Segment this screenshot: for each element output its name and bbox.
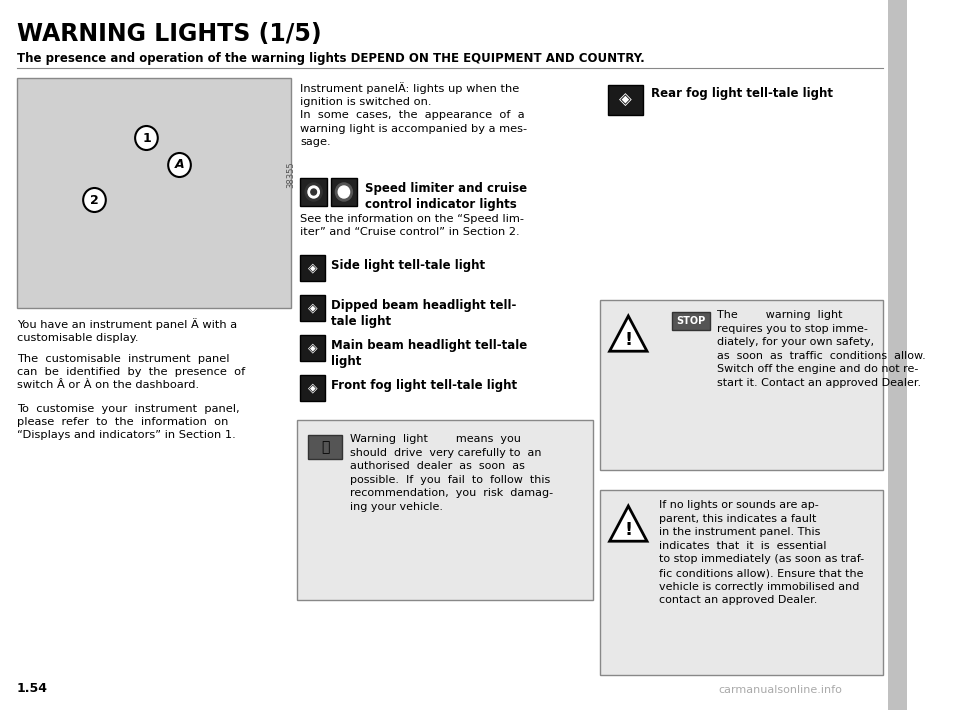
Text: Warning  light        means  you
should  drive  very carefully to  an
authorised: Warning light means you should drive ver… xyxy=(349,434,553,512)
Text: Main beam headlight tell-tale
light: Main beam headlight tell-tale light xyxy=(330,339,527,368)
Bar xyxy=(608,85,643,115)
Text: 1.54: 1.54 xyxy=(17,682,48,695)
Text: ◈: ◈ xyxy=(308,381,318,395)
Text: You have an instrument panel Ä with a
customisable display.: You have an instrument panel Ä with a cu… xyxy=(17,318,237,343)
Bar xyxy=(308,435,342,459)
Text: ◈: ◈ xyxy=(308,261,318,275)
Circle shape xyxy=(135,126,157,150)
Text: Speed limiter and cruise
control indicator lights: Speed limiter and cruise control indicat… xyxy=(365,182,527,211)
Bar xyxy=(672,312,709,330)
Bar xyxy=(330,178,357,206)
Text: To  customise  your  instrument  panel,
please  refer  to  the  information  on
: To customise your instrument panel, plea… xyxy=(17,404,240,440)
Bar xyxy=(17,78,291,308)
Bar xyxy=(300,335,325,361)
Text: Front fog light tell-tale light: Front fog light tell-tale light xyxy=(330,379,516,392)
Circle shape xyxy=(84,188,106,212)
Bar xyxy=(600,300,883,470)
Text: !: ! xyxy=(624,521,633,539)
Bar xyxy=(297,420,593,600)
Text: 🔧: 🔧 xyxy=(321,440,329,454)
Text: Side light tell-tale light: Side light tell-tale light xyxy=(330,259,485,272)
Text: 38355: 38355 xyxy=(286,162,296,188)
Text: ◈: ◈ xyxy=(308,302,318,315)
Circle shape xyxy=(338,186,349,198)
Text: The  customisable  instrument  panel
can  be  identified  by  the  presence  of
: The customisable instrument panel can be… xyxy=(17,354,245,391)
Text: 2: 2 xyxy=(90,194,99,207)
Text: 1: 1 xyxy=(142,131,151,145)
Bar xyxy=(888,0,907,710)
Text: If no lights or sounds are ap-
parent, this indicates a fault
in the instrument : If no lights or sounds are ap- parent, t… xyxy=(659,500,864,605)
Polygon shape xyxy=(610,316,647,351)
Text: !: ! xyxy=(624,331,633,349)
Text: ◈: ◈ xyxy=(308,342,318,354)
Text: See the information on the “Speed lim-
iter” and “Cruise control” in Section 2.: See the information on the “Speed lim- i… xyxy=(300,214,524,237)
Text: Dipped beam headlight tell-
tale light: Dipped beam headlight tell- tale light xyxy=(330,299,516,328)
Circle shape xyxy=(308,186,320,198)
Circle shape xyxy=(335,183,352,201)
Bar xyxy=(300,295,325,321)
Text: The presence and operation of the warning lights DEPEND ON THE EQUIPMENT AND COU: The presence and operation of the warnin… xyxy=(17,52,645,65)
Text: Instrument panelÄ: lights up when the
ignition is switched on.
In  some  cases, : Instrument panelÄ: lights up when the ig… xyxy=(300,82,528,147)
Text: Rear fog light tell-tale light: Rear fog light tell-tale light xyxy=(651,87,833,100)
Circle shape xyxy=(305,183,323,201)
Circle shape xyxy=(311,189,317,195)
Bar xyxy=(300,375,325,401)
Text: ◈: ◈ xyxy=(619,91,632,109)
Text: A: A xyxy=(175,158,184,172)
Text: WARNING LIGHTS (1/5): WARNING LIGHTS (1/5) xyxy=(17,22,322,46)
Bar xyxy=(300,255,325,281)
Bar xyxy=(600,490,883,675)
Text: The        warning  light
requires you to stop imme-
diately, for your own safet: The warning light requires you to stop i… xyxy=(717,310,925,388)
Text: carmanualsonline.info: carmanualsonline.info xyxy=(718,685,842,695)
Bar xyxy=(300,178,327,206)
Polygon shape xyxy=(610,506,647,541)
Text: STOP: STOP xyxy=(676,316,706,326)
Circle shape xyxy=(168,153,191,177)
